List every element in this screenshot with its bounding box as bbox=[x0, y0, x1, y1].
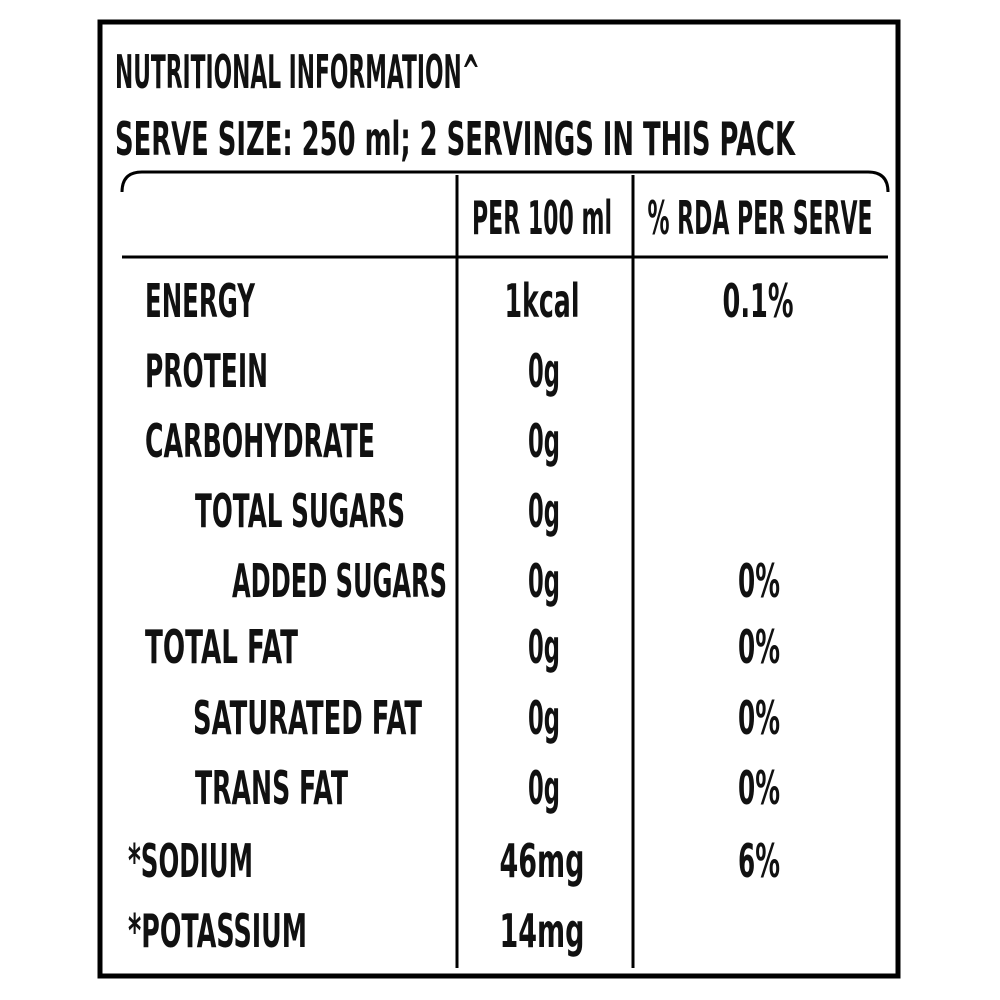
nutrient-name: *SODIUM bbox=[128, 834, 253, 888]
nutrient-name: TOTAL SUGARS bbox=[195, 484, 405, 538]
rda: 0% bbox=[738, 691, 780, 745]
column-header: % RDA PER SERVE bbox=[648, 191, 873, 245]
per-100ml: 0g bbox=[528, 414, 560, 468]
per-100ml: 0g bbox=[528, 344, 560, 398]
per-100ml: 0g bbox=[528, 691, 560, 745]
nutrient-name: PROTEIN bbox=[145, 344, 268, 398]
row: CARBOHYDRATE 0g bbox=[145, 414, 560, 468]
row: TOTAL FAT 0g 0% bbox=[145, 620, 780, 674]
row: PROTEIN 0g bbox=[145, 344, 560, 398]
nutrient-name: CARBOHYDRATE bbox=[145, 414, 375, 468]
serve-size: SERVE SIZE: 250 ml; 2 SERVINGS IN THIS P… bbox=[115, 112, 796, 166]
table-top-border bbox=[120, 170, 890, 193]
nutrient-name: *POTASSIUM bbox=[128, 904, 307, 958]
row: SATURATED FAT 0g 0% bbox=[193, 691, 780, 745]
per-100ml: 46mg bbox=[500, 834, 585, 888]
rda: 0.1% bbox=[723, 274, 794, 328]
nutrient-name: ENERGY bbox=[145, 274, 255, 328]
title: NUTRITIONAL INFORMATION^ bbox=[115, 45, 480, 99]
nutrient-name: SATURATED FAT bbox=[193, 691, 422, 745]
row: *SODIUM 46mg 6% bbox=[128, 834, 780, 888]
per-100ml: 14mg bbox=[500, 904, 585, 958]
per-100ml: 0g bbox=[528, 484, 560, 538]
row: TOTAL SUGARS 0g bbox=[195, 484, 560, 538]
nutrient-name: TOTAL FAT bbox=[145, 620, 298, 674]
row: TRANS FAT 0g 0% bbox=[195, 761, 780, 815]
rda: 0% bbox=[738, 554, 780, 608]
nutrient-name: ADDED SUGARS bbox=[232, 554, 447, 608]
rda: 0% bbox=[738, 620, 780, 674]
per-100ml: 0g bbox=[528, 620, 560, 674]
rda: 0% bbox=[738, 761, 780, 815]
per-100ml: 0g bbox=[528, 761, 560, 815]
row: ADDED SUGARS 0g 0% bbox=[232, 554, 780, 608]
label-border bbox=[97, 19, 901, 979]
rda: 6% bbox=[738, 834, 780, 888]
per-100ml: 1kcal bbox=[505, 274, 580, 328]
column-header: PER 100 ml bbox=[472, 191, 612, 245]
row: ENERGY 1kcal 0.1% bbox=[145, 274, 794, 328]
row: *POTASSIUM 14mg bbox=[128, 904, 585, 958]
nutrient-name: TRANS FAT bbox=[195, 761, 348, 815]
per-100ml: 0g bbox=[528, 554, 560, 608]
